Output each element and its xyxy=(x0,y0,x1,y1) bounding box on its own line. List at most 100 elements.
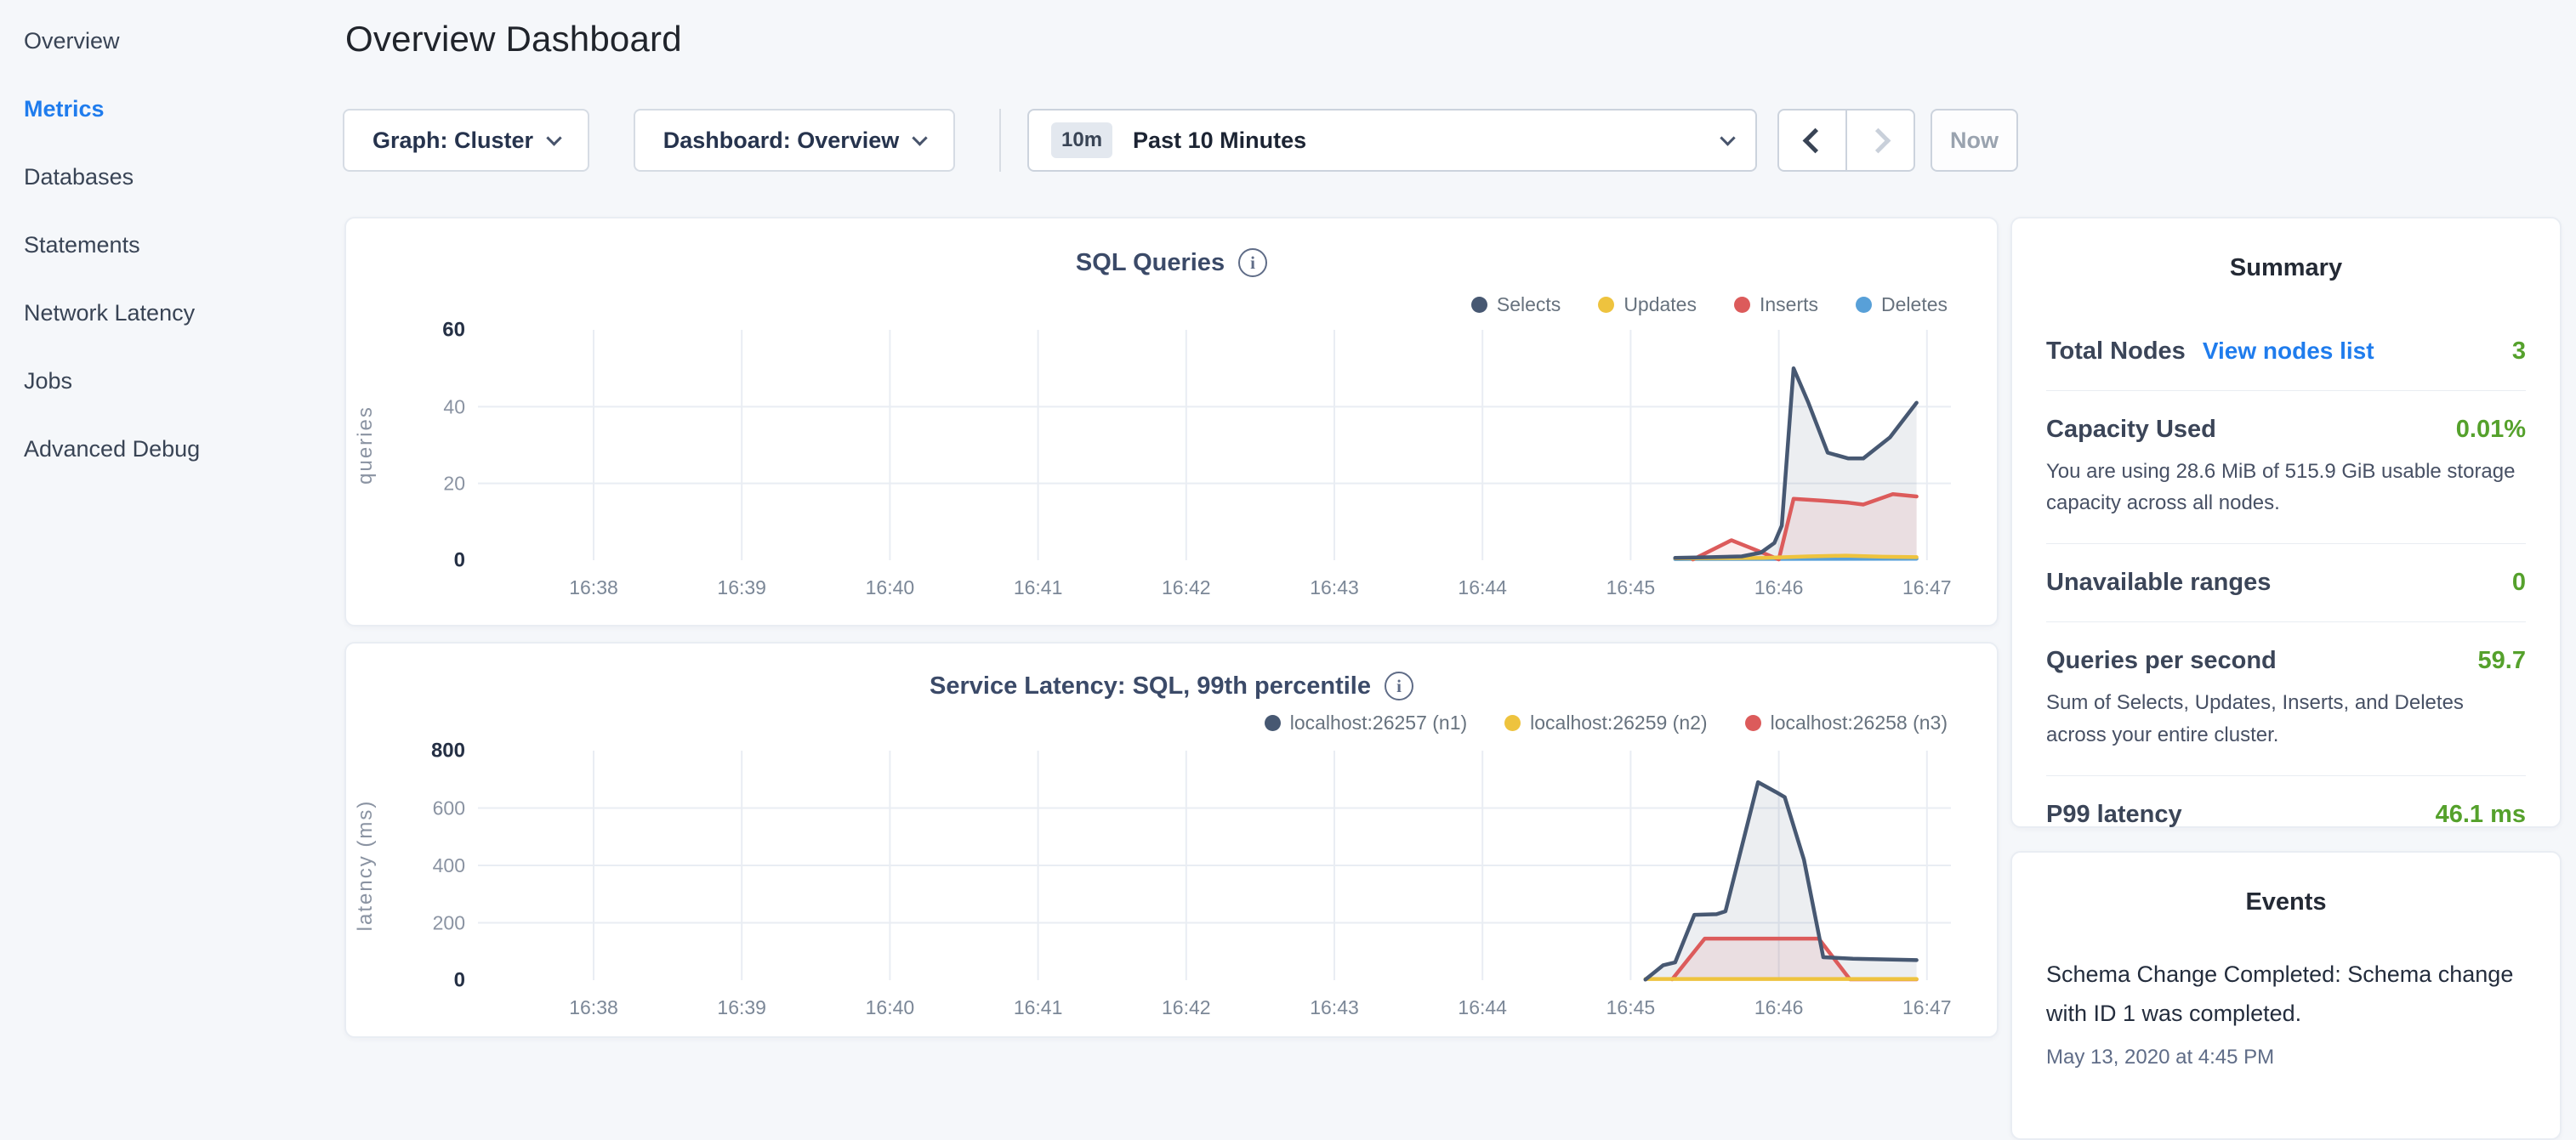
y-tick-label: 0 xyxy=(454,549,465,572)
event-message: Schema Change Completed: Schema change w… xyxy=(2046,956,2526,1034)
sidebar-item-jobs[interactable]: Jobs xyxy=(0,347,340,415)
x-tick-label: 16:39 xyxy=(717,576,766,598)
chart-title: Service Latency: SQL, 99th percentile xyxy=(930,672,1371,700)
events-body: Schema Change Completed: Schema change w… xyxy=(2012,956,2560,1069)
x-tick-label: 16:45 xyxy=(1606,576,1656,598)
summary-row-header: P99 latency 46.1 ms xyxy=(2046,801,2526,829)
legend-item: localhost:26257 (n1) xyxy=(1265,712,1467,734)
event-timestamp: May 13, 2020 at 4:45 PM xyxy=(2046,1046,2526,1069)
info-icon[interactable]: i xyxy=(1238,248,1267,277)
summary-row: Capacity Used 0.01% You are using 28.6 MiB… xyxy=(2046,390,2526,543)
chart-plot-svg: 16:38 16:39 16:40 16:41 16:42 16:43 16:44 16:45… xyxy=(346,733,2000,1039)
summary-label: Capacity Used xyxy=(2046,416,2216,444)
summary-row: Unavailable ranges 0 xyxy=(2046,543,2526,621)
info-icon[interactable]: i xyxy=(1385,672,1413,700)
chart-plot-svg: 16:38 16:39 16:40 16:41 16:42 16:43 16:44 16:45… xyxy=(346,308,2000,614)
graph-dropdown[interactable]: Graph: Cluster xyxy=(343,109,589,172)
chart-header: Service Latency: SQL, 99th percentile i xyxy=(346,672,1997,700)
x-tick-label: 16:46 xyxy=(1754,996,1804,1018)
x-tick-label: 16:47 xyxy=(1902,996,1952,1018)
dashboard-dropdown-label: Dashboard: Overview xyxy=(663,128,900,154)
sidebar-item-databases[interactable]: Databases xyxy=(0,143,340,211)
x-tick-label: 16:43 xyxy=(1310,996,1359,1018)
chart-legend: localhost:26257 (n1) localhost:26259 (n2)… xyxy=(1265,712,1948,734)
sidebar-item-overview[interactable]: Overview xyxy=(0,7,340,75)
x-tick-label: 16:41 xyxy=(1014,996,1063,1018)
y-axis-unit-label: queries xyxy=(354,406,377,485)
chevron-down-icon xyxy=(913,130,928,145)
chevron-left-icon xyxy=(1802,128,1828,153)
summary-value: 0 xyxy=(2512,569,2526,597)
x-tick-label: 16:40 xyxy=(866,996,915,1018)
legend-label: localhost:26257 (n1) xyxy=(1290,712,1467,734)
x-tick-label: 16:43 xyxy=(1310,576,1359,598)
now-button[interactable]: Now xyxy=(1931,109,2018,172)
summary-value: 46.1 ms xyxy=(2436,801,2526,829)
summary-description: Sum of Selects, Updates, Inserts, and De… xyxy=(2046,687,2526,750)
x-tick-label: 16:45 xyxy=(1606,996,1656,1018)
summary-label: Total Nodes xyxy=(2046,337,2186,366)
sidebar-item-network-latency[interactable]: Network Latency xyxy=(0,279,340,347)
x-tick-label: 16:46 xyxy=(1754,576,1804,598)
x-tick-label: 16:42 xyxy=(1162,996,1211,1018)
x-tick-label: 16:44 xyxy=(1458,576,1507,598)
summary-description: You are using 28.6 MiB of 515.9 GiB usab… xyxy=(2046,456,2526,519)
y-tick-label: 20 xyxy=(443,473,465,495)
summary-label: Queries per second xyxy=(2046,647,2277,675)
series-area-inserts xyxy=(1693,494,1917,560)
legend-label: localhost:26258 (n3) xyxy=(1771,712,1948,734)
summary-value: 59.7 xyxy=(2478,647,2526,675)
time-window-dropdown[interactable]: 10m Past 10 Minutes xyxy=(1027,109,1757,172)
legend-dot-icon xyxy=(1504,715,1521,731)
y-tick-label: 40 xyxy=(443,395,465,417)
chart-title: SQL Queries xyxy=(1076,249,1225,277)
x-tick-label: 16:39 xyxy=(717,996,766,1018)
sidebar-item-advanced-debug[interactable]: Advanced Debug xyxy=(0,415,340,483)
toolbar-divider xyxy=(999,109,1001,172)
summary-row-header: Capacity Used 0.01% xyxy=(2046,416,2526,444)
chart-card-service-latency: Service Latency: SQL, 99th percentile i … xyxy=(344,642,1999,1038)
chevron-down-icon xyxy=(546,130,561,145)
view-nodes-link[interactable]: View nodes list xyxy=(2203,337,2374,365)
x-tick-label: 16:41 xyxy=(1014,576,1063,598)
legend-item: localhost:26258 (n3) xyxy=(1745,712,1948,734)
chevron-down-icon xyxy=(1720,130,1735,145)
x-tick-label: 16:42 xyxy=(1162,576,1211,598)
time-window-badge: 10m xyxy=(1051,122,1112,158)
summary-label: P99 latency xyxy=(2046,801,2182,829)
summary-row: Queries per second 59.7 Sum of Selects, Up… xyxy=(2046,621,2526,774)
y-tick-label: 400 xyxy=(433,854,465,876)
graph-dropdown-label: Graph: Cluster xyxy=(372,128,533,154)
x-tick-label: 16:40 xyxy=(866,576,915,598)
x-tick-label: 16:38 xyxy=(569,576,618,598)
prev-range-button[interactable] xyxy=(1779,111,1845,170)
summary-row: Total Nodes View nodes list 3 xyxy=(2046,313,2526,390)
sidebar-item-statements[interactable]: Statements xyxy=(0,211,340,279)
chevron-right-icon xyxy=(1865,128,1891,153)
y-tick-label: 600 xyxy=(433,797,465,820)
next-range-button[interactable] xyxy=(1845,111,1914,170)
x-tick-label: 16:44 xyxy=(1458,996,1507,1018)
y-tick-label: 200 xyxy=(433,912,465,934)
summary-row: P99 latency 46.1 ms xyxy=(2046,775,2526,854)
y-tick-label: 0 xyxy=(454,969,465,992)
summary-row-header: Unavailable ranges 0 xyxy=(2046,569,2526,597)
y-axis-unit-label: latency (ms) xyxy=(354,800,377,932)
legend-item: localhost:26259 (n2) xyxy=(1504,712,1707,734)
sidebar-item-metrics[interactable]: Metrics xyxy=(0,75,340,143)
summary-value: 3 xyxy=(2512,337,2526,366)
summary-label: Unavailable ranges xyxy=(2046,569,2271,597)
chart-header: SQL Queries i xyxy=(346,248,1997,277)
x-tick-label: 16:38 xyxy=(569,996,618,1018)
legend-dot-icon xyxy=(1745,715,1761,731)
y-tick-label: 60 xyxy=(442,319,465,342)
x-tick-label: 16:47 xyxy=(1902,576,1952,598)
event-item: Schema Change Completed: Schema change w… xyxy=(2046,956,2526,1069)
summary-value: 0.01% xyxy=(2456,416,2526,444)
dashboard-dropdown[interactable]: Dashboard: Overview xyxy=(634,109,955,172)
time-window-label: Past 10 Minutes xyxy=(1133,128,1306,154)
